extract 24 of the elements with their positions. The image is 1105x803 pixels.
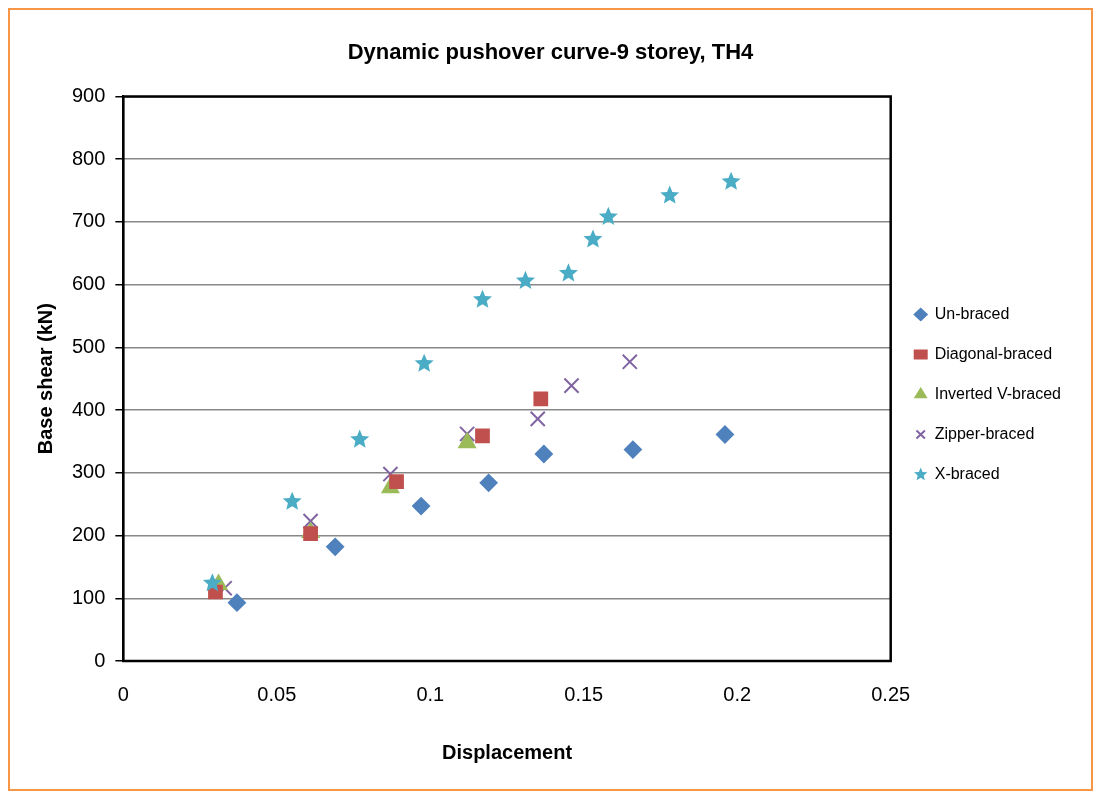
y-tick-label: 400: [71, 397, 106, 420]
y-tick-label: 800: [71, 146, 106, 169]
y-tick-label: 200: [71, 523, 106, 546]
x-axis-title: Displacement: [442, 740, 573, 763]
y-tick-label: 500: [71, 334, 106, 357]
y-tick-label: 300: [71, 460, 106, 483]
x-tick-label: 0.05: [257, 682, 297, 705]
chart-title: Dynamic pushover curve-9 storey, TH4: [347, 39, 755, 65]
y-tick-label: 0: [94, 648, 106, 671]
x-tick-label: 0.2: [723, 682, 752, 705]
y-tick-label: 700: [71, 209, 106, 232]
legend-label: Un-braced: [934, 304, 1010, 322]
legend-label: Inverted V-braced: [934, 384, 1061, 402]
y-axis-title: Base shear (kN): [33, 303, 56, 455]
legend-label: Diagonal-braced: [934, 344, 1053, 362]
legend-label: X-braced: [934, 464, 1000, 482]
x-tick-label: 0.1: [416, 682, 445, 705]
x-tick-label: 0.15: [564, 682, 604, 705]
legend-label: Zipper-braced: [934, 424, 1035, 442]
x-tick-label: 0.25: [871, 682, 911, 705]
y-tick-label: 900: [71, 83, 106, 106]
y-tick-label: 600: [71, 272, 106, 295]
x-tick-label: 0: [117, 682, 129, 705]
y-tick-label: 100: [71, 585, 106, 608]
